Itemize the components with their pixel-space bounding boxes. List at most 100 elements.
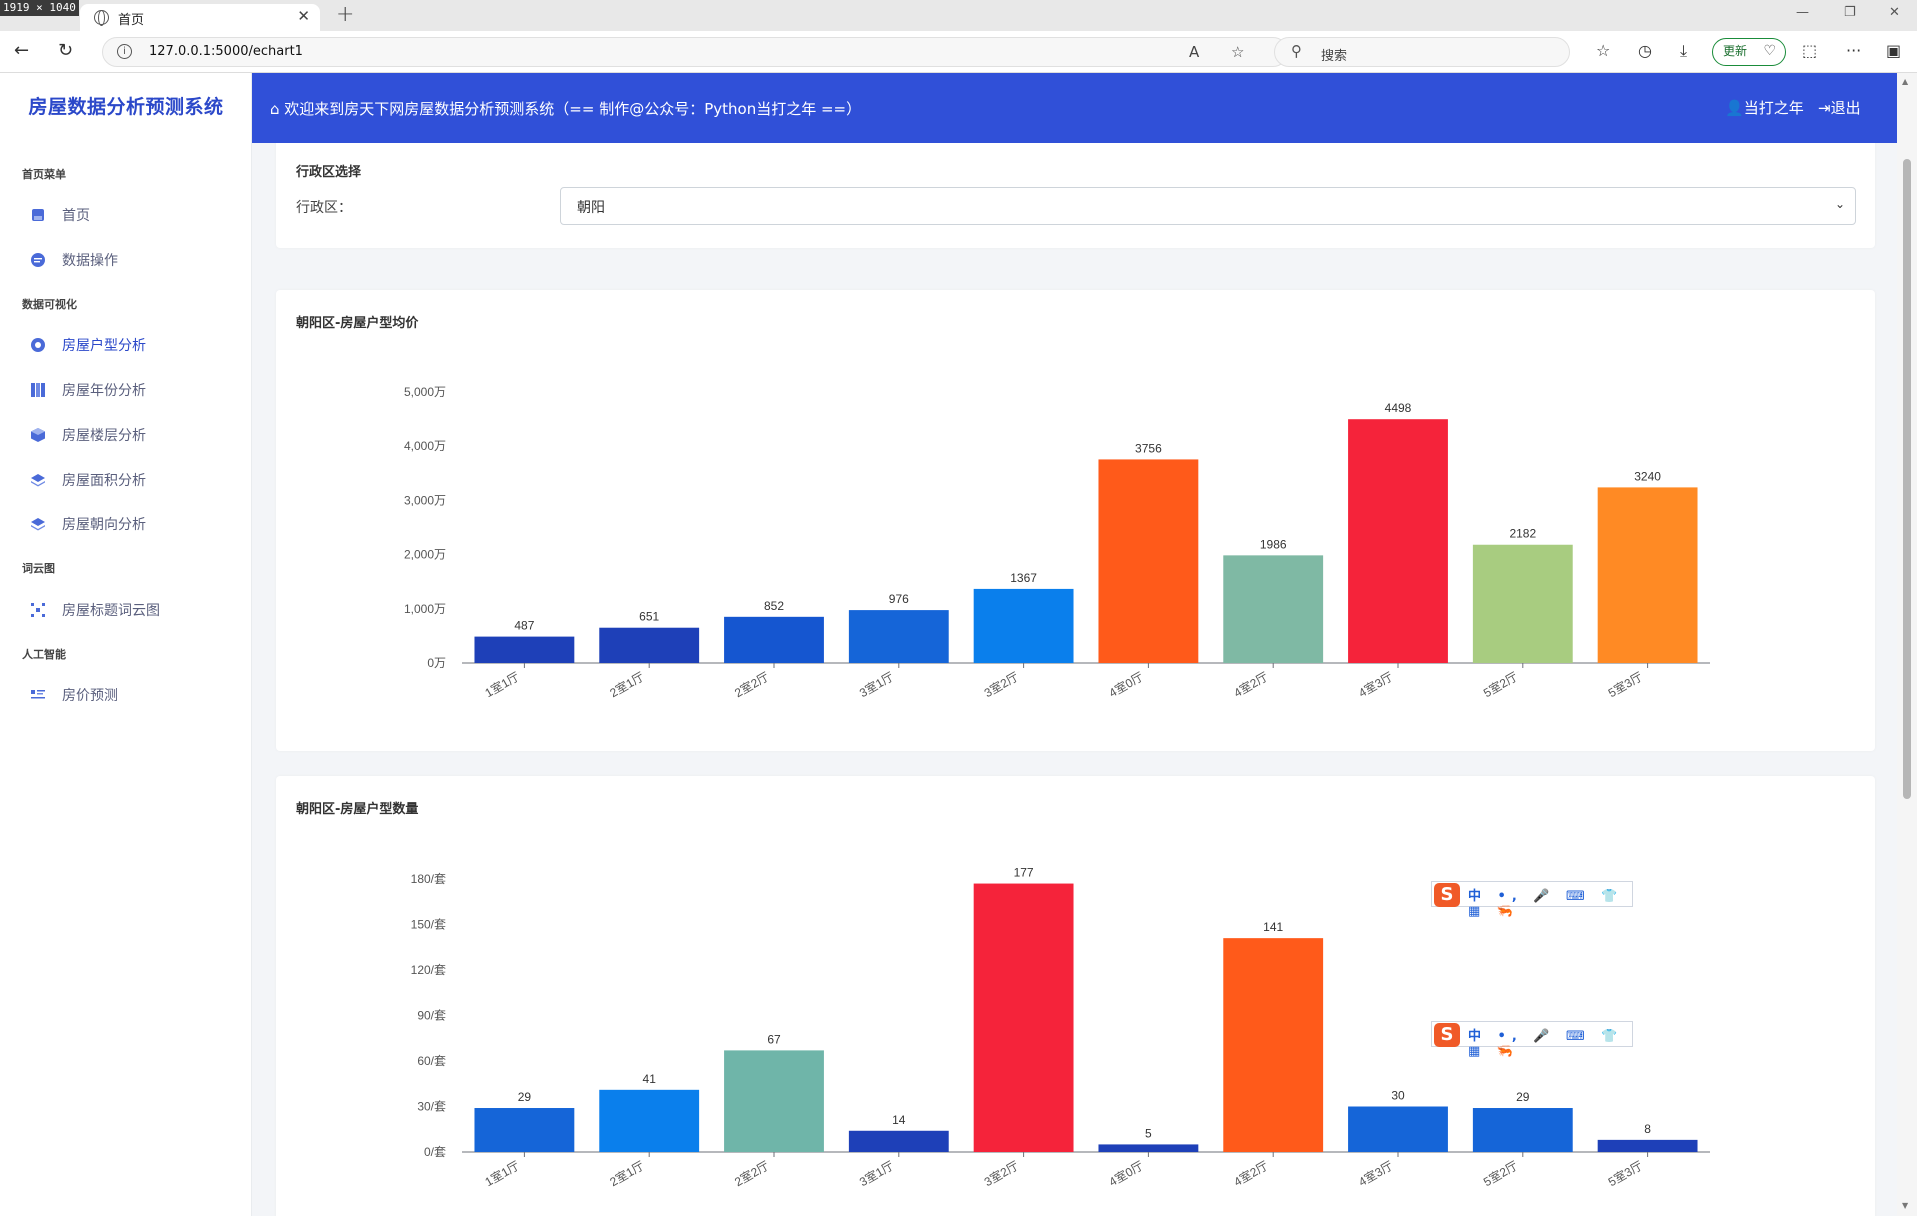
favorites-icon[interactable]: ☆ bbox=[1596, 41, 1611, 60]
close-window-button[interactable]: ✕ bbox=[1889, 5, 1900, 20]
browser-search-box[interactable]: ⚲ 搜索 bbox=[1274, 37, 1570, 67]
sidebar-toggle-icon[interactable]: ▣ bbox=[1886, 41, 1902, 60]
y-tick-label: 90/套 bbox=[417, 1009, 446, 1023]
sidebar-item-wordcloud[interactable]: 房屋标题词云图 bbox=[30, 597, 240, 623]
logout-link[interactable]: ⇥退出 bbox=[1818, 97, 1861, 118]
logout-icon: ⇥ bbox=[1818, 99, 1831, 117]
columns-icon bbox=[31, 383, 45, 397]
y-tick-label: 30/套 bbox=[417, 1100, 446, 1114]
sidebar-item-label: 房价预测 bbox=[62, 688, 118, 704]
top-header: ⌂ 欢迎来到房天下网房屋数据分析预测系统（== 制作@公众号：Python当打之… bbox=[252, 73, 1917, 143]
browser-tab[interactable]: 首页 ✕ bbox=[80, 4, 320, 31]
x-tick-label: 4室0厅 bbox=[1106, 669, 1146, 701]
history-icon[interactable]: ◷ bbox=[1638, 41, 1652, 60]
globe-icon bbox=[94, 10, 109, 26]
browser-tab-strip: 1919 × 1040 首页 ✕ + — ❐ ✕ bbox=[0, 0, 1917, 31]
sidebar-section-title: 数据可视化 bbox=[22, 298, 77, 311]
bar-value-label: 1367 bbox=[1010, 571, 1037, 585]
x-tick-label: 4室0厅 bbox=[1106, 1158, 1146, 1190]
ime-toolbar[interactable]: S 中 •, 🎤 ⌨ 👕 ▦ 🦐 bbox=[1431, 881, 1633, 919]
sidebar-item-price-prediction[interactable]: 房价预测 bbox=[30, 682, 240, 708]
price-chart-card: 朝阳区-房屋户型均价 0万 1,000万 2,000万 3,000万 4,000万 5,0… bbox=[276, 290, 1875, 751]
bar bbox=[848, 610, 949, 663]
district-label: 行政区： bbox=[296, 200, 352, 216]
favorite-star-icon[interactable]: ☆ bbox=[1231, 43, 1245, 61]
layers-icon bbox=[31, 474, 45, 487]
sidebar-item-floor-analysis[interactable]: 房屋楼层分析 bbox=[30, 422, 240, 448]
new-tab-button[interactable]: + bbox=[336, 2, 355, 27]
bar-value-label: 41 bbox=[643, 1072, 657, 1086]
back-button[interactable]: ← bbox=[14, 40, 30, 61]
x-tick-label: 5室3厅 bbox=[1605, 1158, 1645, 1190]
page-scrollbar[interactable]: ▲ ▼ bbox=[1897, 73, 1917, 1216]
download-icon[interactable]: ⤓ bbox=[1680, 41, 1688, 60]
sidebar-section-title: 词云图 bbox=[22, 562, 55, 575]
sidebar-item-orientation-analysis[interactable]: 房屋朝向分析 bbox=[30, 511, 240, 537]
welcome-message: ⌂ 欢迎来到房天下网房屋数据分析预测系统（== 制作@公众号：Python当打之… bbox=[270, 98, 861, 119]
scroll-thumb[interactable] bbox=[1903, 159, 1911, 799]
update-button[interactable]: 更新 ♡ bbox=[1712, 38, 1786, 66]
x-tick-label: 5室2厅 bbox=[1480, 669, 1520, 701]
district-select-card: 行政区选择 行政区： 朝阳 ⌄ bbox=[276, 143, 1875, 248]
scroll-down-icon[interactable]: ▼ bbox=[1902, 1201, 1909, 1210]
ime-logo-icon: S bbox=[1434, 1023, 1460, 1047]
sidebar-item-layout-analysis[interactable]: 房屋户型分析 bbox=[30, 332, 240, 358]
bar-value-label: 5 bbox=[1145, 1126, 1152, 1140]
ime-tools[interactable]: 中 •, 🎤 ⌨ 👕 ▦ 🦐 bbox=[1468, 1029, 1624, 1059]
sidebar-item-data-ops[interactable]: 数据操作 bbox=[30, 247, 240, 273]
bar-value-label: 30 bbox=[1391, 1089, 1405, 1103]
more-menu-icon[interactable]: ··· bbox=[1846, 41, 1862, 60]
bar-value-label: 976 bbox=[889, 592, 909, 606]
ime-toolbar[interactable]: S 中 •, 🎤 ⌨ 👕 ▦ 🦐 bbox=[1431, 1021, 1633, 1059]
bar-value-label: 852 bbox=[764, 599, 784, 613]
y-tick-label: 0/套 bbox=[424, 1145, 446, 1159]
sidebar-item-label: 房屋户型分析 bbox=[62, 338, 146, 354]
count-chart-card: 朝阳区-房屋户型数量 0/套 30/套 60/套 90/套 120/套 150/套 180/… bbox=[276, 776, 1875, 1216]
home-icon: ⌂ bbox=[270, 100, 285, 118]
y-tick-label: 0万 bbox=[427, 656, 446, 670]
scroll-up-icon[interactable]: ▲ bbox=[1902, 77, 1909, 86]
sidebar-item-year-analysis[interactable]: 房屋年份分析 bbox=[30, 377, 240, 403]
x-tick-label: 1室1厅 bbox=[482, 1158, 522, 1190]
bar bbox=[1348, 419, 1448, 663]
x-tick-label: 3室1厅 bbox=[856, 669, 896, 701]
ime-tools[interactable]: 中 •, 🎤 ⌨ 👕 ▦ 🦐 bbox=[1468, 889, 1624, 919]
bar-value-label: 141 bbox=[1263, 920, 1283, 934]
brand-title[interactable]: 房屋数据分析预测系统 bbox=[28, 96, 224, 118]
y-tick-label: 3,000万 bbox=[404, 493, 446, 507]
minimize-button[interactable]: — bbox=[1796, 5, 1809, 20]
y-tick-label: 5,000万 bbox=[404, 385, 446, 399]
url-text[interactable]: 127.0.0.1:5000/echart1 bbox=[149, 44, 303, 59]
sidebar: 房屋数据分析预测系统 首页菜单 首页 数据操作 数据可视化 房屋户型分析 房屋年… bbox=[0, 73, 252, 1216]
restore-button[interactable]: ❐ bbox=[1844, 5, 1856, 20]
bar-value-label: 487 bbox=[514, 619, 534, 633]
info-icon[interactable]: i bbox=[117, 44, 132, 59]
chart-title: 朝阳区-房屋户型均价 bbox=[296, 316, 419, 331]
district-select[interactable]: 朝阳 ⌄ bbox=[560, 187, 1856, 225]
search-placeholder: 搜索 bbox=[1321, 49, 1348, 64]
y-tick-label: 180/套 bbox=[411, 872, 446, 886]
address-toolbar: ← ↻ i 127.0.0.1:5000/echart1 A ☆ ⚲ 搜索 ☆ … bbox=[0, 31, 1917, 73]
bar-value-label: 67 bbox=[767, 1032, 781, 1046]
bar-value-label: 1986 bbox=[1260, 537, 1287, 551]
x-tick-label: 2室2厅 bbox=[732, 669, 772, 701]
bar-value-label: 29 bbox=[518, 1090, 532, 1104]
bar-value-label: 651 bbox=[639, 610, 659, 624]
refresh-button[interactable]: ↻ bbox=[58, 40, 74, 61]
bar bbox=[1472, 1108, 1573, 1152]
y-tick-label: 1,000万 bbox=[404, 602, 446, 616]
close-tab-icon[interactable]: ✕ bbox=[297, 7, 310, 25]
bar bbox=[973, 883, 1074, 1152]
screenshot-icon[interactable]: ⬚ bbox=[1802, 41, 1818, 60]
read-aloud-icon[interactable]: A bbox=[1189, 43, 1200, 61]
sidebar-item-home[interactable]: 首页 bbox=[30, 202, 240, 228]
sidebar-item-area-analysis[interactable]: 房屋面积分析 bbox=[30, 467, 240, 493]
address-bar[interactable]: i 127.0.0.1:5000/echart1 A ☆ bbox=[102, 37, 1288, 67]
sidebar-item-label: 房屋楼层分析 bbox=[62, 428, 146, 444]
bar bbox=[1597, 487, 1698, 663]
user-menu-link[interactable]: 👤当打之年 bbox=[1725, 97, 1804, 118]
bar-value-label: 29 bbox=[1516, 1090, 1530, 1104]
update-label: 更新 bbox=[1723, 44, 1748, 58]
y-tick-label: 4,000万 bbox=[404, 439, 446, 453]
home-icon bbox=[32, 209, 44, 221]
